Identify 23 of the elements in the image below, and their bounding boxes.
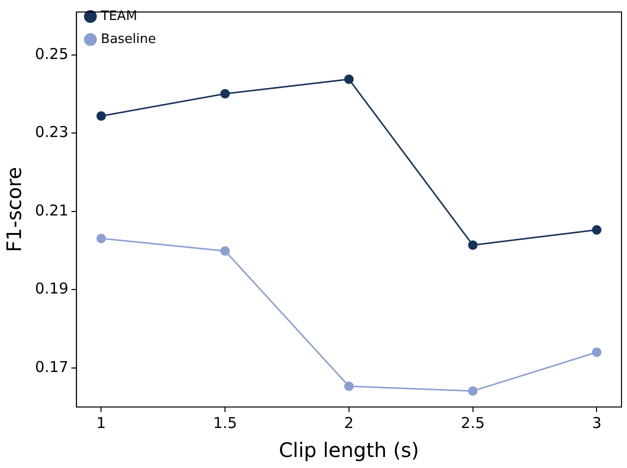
point [220,88,230,98]
point [592,225,602,235]
point [468,386,478,396]
x-tick-label: 2.5 [460,414,485,432]
y-axis-title: F1-score [2,166,26,252]
y-tick-label: 0.21 [34,201,68,220]
legend-label: Baseline [100,32,156,47]
y-tick-label: 0.17 [34,358,68,376]
x-tick-label: 3 [592,414,602,432]
point [592,348,602,357]
x-tick-label: 2 [344,414,354,432]
y-tick-label: 0.25 [34,44,68,63]
x-axis-title: Clip length (s) [278,438,420,462]
point [96,111,106,121]
point [468,240,478,250]
point [344,382,354,392]
y-tick-label: 0.19 [34,280,68,298]
point [96,234,106,244]
point [220,246,230,256]
point [344,74,354,84]
y-tick-label: 0.23 [34,123,68,142]
x-tick-label: 1.5 [213,414,237,432]
x-tick-label: 1 [96,414,106,432]
